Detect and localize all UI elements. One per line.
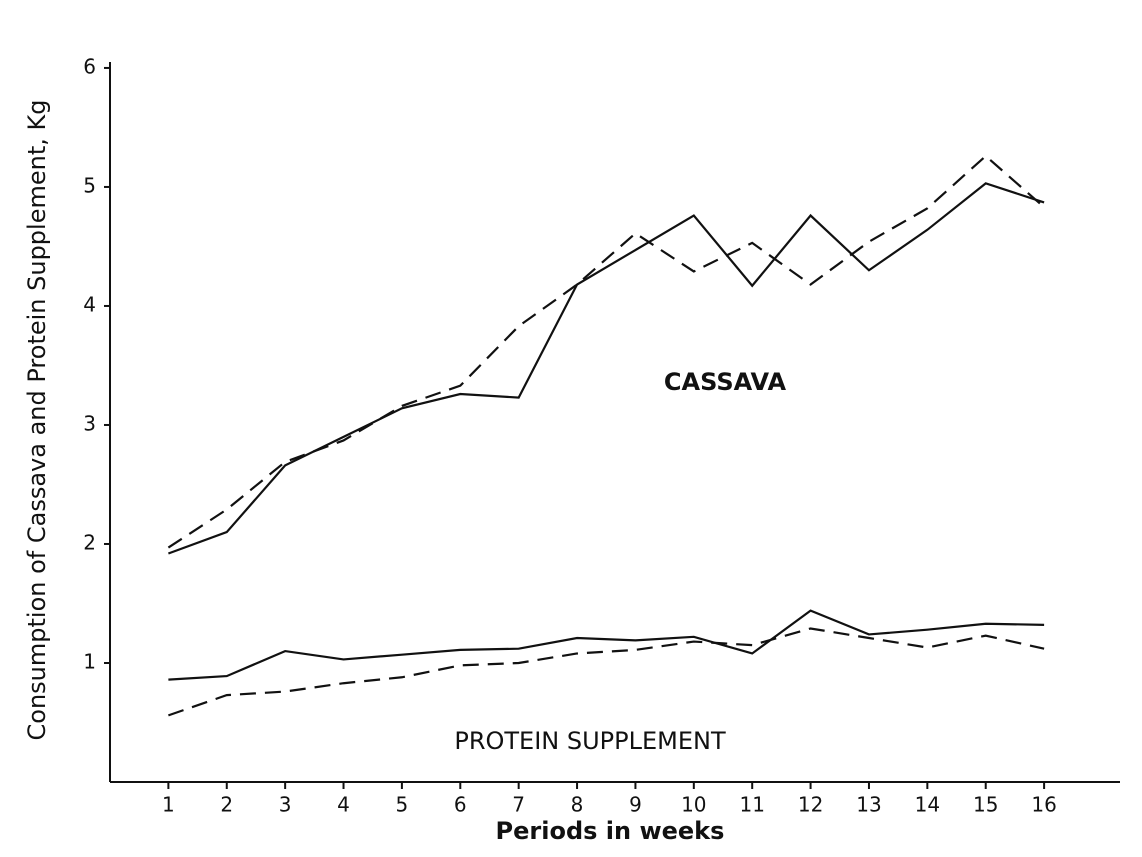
y-tick-label: 5: [83, 173, 96, 197]
series-line: [168, 609, 1045, 681]
x-tick-label: 7: [512, 793, 525, 817]
x-tick-label: 10: [681, 793, 706, 817]
x-tick-label: 9: [629, 793, 642, 817]
annotation: CASSAVA: [664, 368, 787, 396]
x-tick-label: 8: [571, 793, 584, 817]
x-tick-label: 13: [856, 793, 881, 817]
y-tick-label: 1: [83, 649, 96, 673]
x-tick-label: 3: [279, 793, 292, 817]
y-tick-label: 2: [83, 530, 96, 554]
y-tick-label: 3: [83, 411, 96, 435]
y-axis-label: Consumption of Cassava and Protein Suppl…: [23, 100, 51, 741]
x-axis-label: Periods in weeks: [496, 817, 725, 845]
x-tick-label: 14: [915, 793, 940, 817]
annotation: PROTEIN SUPPLEMENT: [454, 727, 726, 755]
x-tick-label: 12: [798, 793, 823, 817]
x-tick-label: 6: [454, 793, 467, 817]
x-tick-label: 16: [1031, 793, 1056, 817]
x-tick-label: 11: [739, 793, 764, 817]
series-line: [168, 627, 1045, 717]
y-tick-label: 4: [83, 292, 96, 316]
x-tick-label: 5: [396, 793, 409, 817]
x-tick-label: 15: [973, 793, 998, 817]
x-tick-label: 1: [162, 793, 175, 817]
series-line: [167, 154, 1045, 549]
x-tick-label: 2: [220, 793, 233, 817]
x-tick-label: 4: [337, 793, 350, 817]
y-tick-label: 6: [83, 54, 96, 78]
series-line: [168, 182, 1045, 555]
